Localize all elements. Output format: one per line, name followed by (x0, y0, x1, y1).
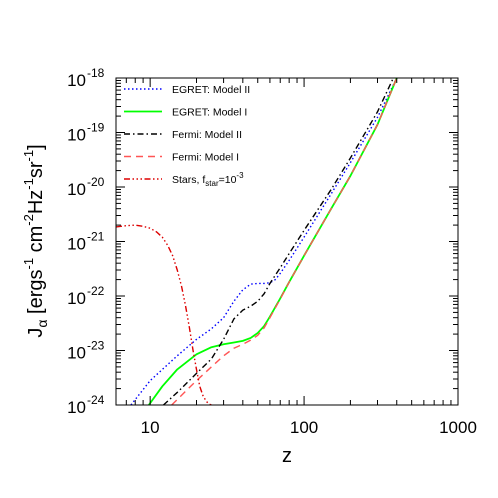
y-tick-label-4: 10 (67, 180, 86, 199)
legend-label-4: Stars, fstar=10-3 (172, 171, 244, 188)
y-tick-exponent-6: -18 (87, 66, 105, 80)
x-tick-label-0: 10 (141, 418, 160, 437)
legend-label-3: Fermi: Model I (172, 152, 239, 164)
y-axis-title-text: Jα [ergs-1 cm-2Hz-1sr-1] (21, 144, 50, 337)
series-line-2 (162, 78, 394, 405)
legend-label-2: Fermi: Model II (172, 129, 242, 141)
series-line-3 (171, 78, 398, 405)
y-tick-label-6: 10 (67, 71, 86, 90)
legend-label-0: EGRET: Model II (172, 84, 250, 96)
y-tick-exponent-5: -19 (87, 121, 105, 135)
y-tick-label-0: 10 (67, 398, 86, 417)
y-tick-exponent-2: -22 (87, 284, 105, 298)
series-line-4 (116, 224, 212, 405)
y-tick-exponent-3: -21 (87, 230, 105, 244)
x-axis-title: z (282, 445, 292, 467)
legend: EGRET: Model II EGRET: Model I Fermi: Mode… (124, 84, 250, 188)
y-axis-title: Jα [ergs-1 cm-2Hz-1sr-1] (21, 144, 50, 337)
y-tick-label-3: 10 (67, 235, 86, 254)
y-tick-exponent-1: -23 (87, 339, 105, 353)
plot-frame (115, 77, 459, 406)
series-line-0 (130, 78, 398, 405)
y-tick-exponent-4: -20 (87, 175, 105, 189)
x-tick-label-1: 100 (290, 418, 318, 437)
ticks-layer (115, 77, 459, 406)
legend-label-1: EGRET: Model I (172, 107, 247, 119)
x-tick-label-2: 1000 (439, 418, 477, 437)
series-line-1 (148, 78, 398, 405)
series-layer (116, 78, 398, 405)
y-tick-label-2: 10 (67, 289, 86, 308)
y-tick-label-5: 10 (67, 126, 86, 145)
y-tick-exponent-0: -24 (87, 393, 105, 407)
y-tick-label-1: 10 (67, 344, 86, 363)
